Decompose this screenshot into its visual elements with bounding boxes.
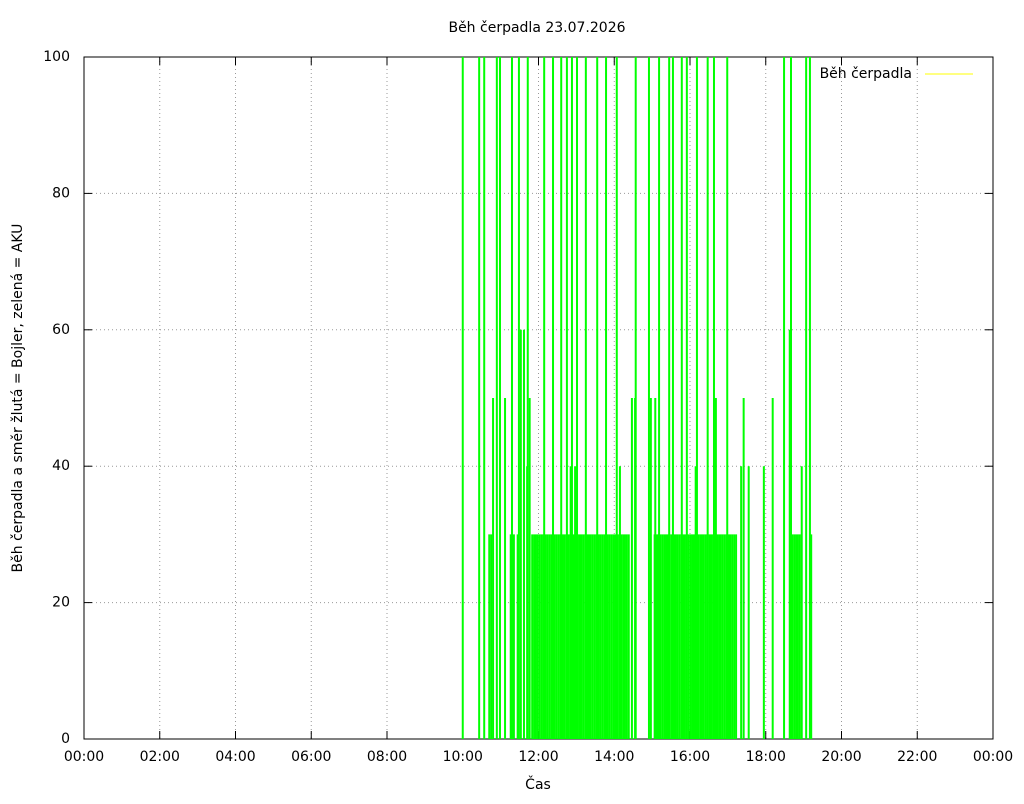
x-tick-label: 04:00 xyxy=(215,749,255,765)
x-tick-label: 06:00 xyxy=(291,749,331,765)
y-tick-label: 80 xyxy=(52,185,70,201)
y-axis-label: Běh čerpadla a směr žlutá = Bojler, zele… xyxy=(10,224,26,573)
y-tick-label: 0 xyxy=(61,731,70,747)
y-tick-label: 100 xyxy=(43,49,70,65)
chart-title: Běh čerpadla 23.07.2026 xyxy=(448,20,625,36)
legend-label: Běh čerpadla xyxy=(820,66,912,82)
x-tick-label: 10:00 xyxy=(443,749,483,765)
x-tick-label: 08:00 xyxy=(367,749,407,765)
y-tick-label: 20 xyxy=(52,595,70,611)
x-tick-label: 16:00 xyxy=(670,749,710,765)
x-tick-label: 00:00 xyxy=(64,749,104,765)
x-tick-label: 20:00 xyxy=(821,749,861,765)
y-tick-label: 40 xyxy=(52,458,70,474)
x-tick-label: 14:00 xyxy=(594,749,634,765)
x-tick-label: 22:00 xyxy=(897,749,937,765)
x-tick-label: 18:00 xyxy=(746,749,786,765)
x-axis-label: Čas xyxy=(525,775,551,793)
x-tick-label: 00:00 xyxy=(973,749,1013,765)
y-tick-label: 60 xyxy=(52,322,70,338)
x-tick-label: 12:00 xyxy=(518,749,558,765)
x-tick-label: 02:00 xyxy=(140,749,180,765)
